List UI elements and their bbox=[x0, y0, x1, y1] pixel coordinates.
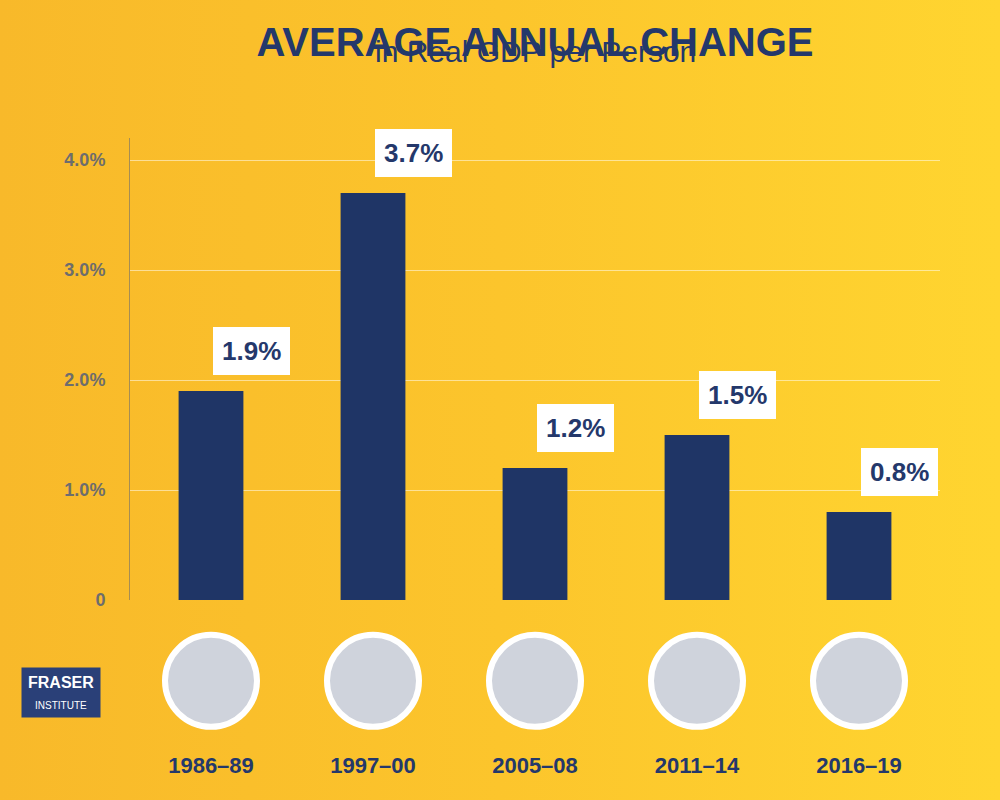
svg-text:3.7%: 3.7% bbox=[384, 138, 443, 168]
svg-text:1.0%: 1.0% bbox=[64, 480, 105, 500]
svg-text:0: 0 bbox=[95, 590, 105, 610]
svg-text:3.0%: 3.0% bbox=[64, 260, 105, 280]
svg-text:1.5%: 1.5% bbox=[708, 380, 767, 410]
svg-text:FRASERINSTITUTE: FRASERINSTITUTE bbox=[28, 674, 94, 711]
svg-text:in Real GDP per Person: in Real GDP per Person bbox=[375, 35, 696, 68]
svg-text:1.2%: 1.2% bbox=[546, 413, 605, 443]
svg-text:4.0%: 4.0% bbox=[64, 150, 105, 170]
svg-text:2011–14: 2011–14 bbox=[655, 753, 740, 778]
svg-text:1997–00: 1997–00 bbox=[330, 753, 416, 778]
svg-text:2.0%: 2.0% bbox=[64, 370, 105, 390]
svg-text:AVERAGE ANNUAL CHANGE: AVERAGE ANNUAL CHANGE bbox=[256, 20, 813, 64]
svg-text:0.8%: 0.8% bbox=[870, 457, 929, 487]
svg-text:2005–08: 2005–08 bbox=[492, 753, 578, 778]
svg-text:2016–19: 2016–19 bbox=[816, 753, 902, 778]
svg-text:1.9%: 1.9% bbox=[222, 336, 281, 366]
svg-text:1986–89: 1986–89 bbox=[168, 753, 254, 778]
